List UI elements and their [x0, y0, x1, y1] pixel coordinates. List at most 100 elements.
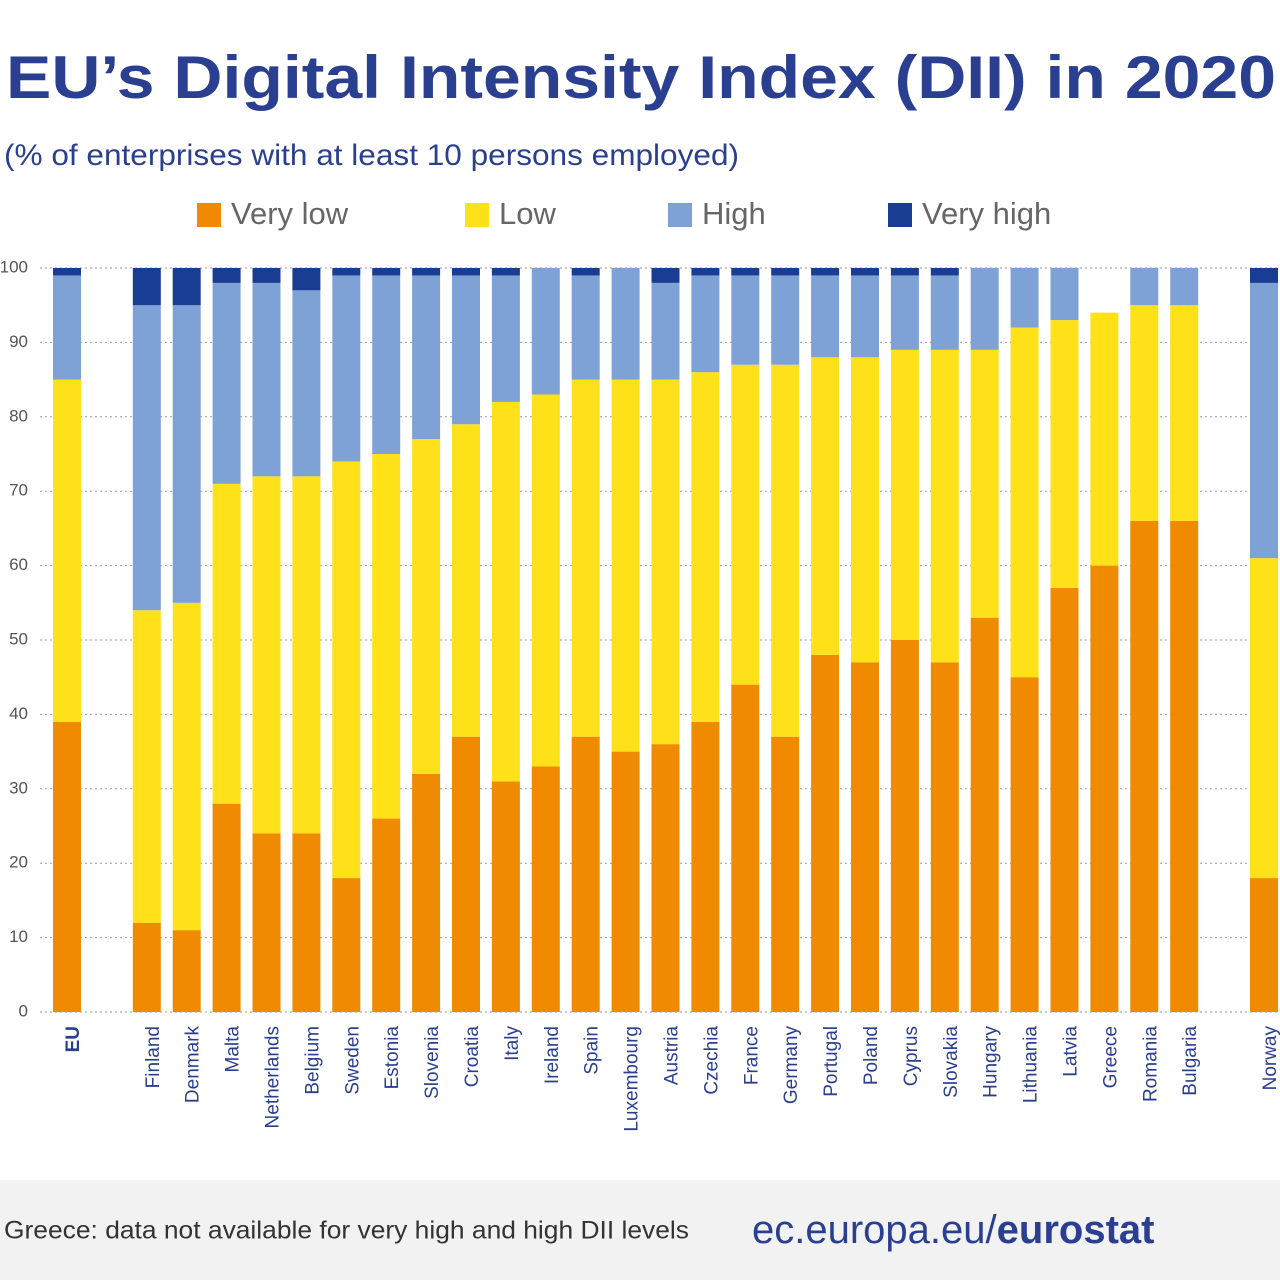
bar-segment: [1170, 520, 1199, 1012]
footer-band: [0, 1180, 1280, 1280]
bar-segment: [531, 394, 560, 767]
y-tick-label: 50: [9, 629, 28, 648]
bar-segment: [731, 364, 760, 685]
bar-segment: [771, 268, 800, 276]
x-tick-label: Denmark: [183, 1026, 204, 1104]
bar-segment: [252, 476, 281, 834]
bar-segment: [332, 461, 361, 879]
bar-segment: [851, 662, 879, 1012]
legend-swatch: [668, 203, 692, 227]
bar-segment: [611, 379, 640, 752]
bar-segment: [771, 364, 800, 737]
bar-segment: [212, 483, 241, 804]
bar-segment: [1010, 327, 1039, 678]
bar-segment: [491, 275, 520, 402]
bar-segment: [132, 922, 161, 1012]
bar-segment: [691, 372, 720, 722]
bar-segment: [611, 751, 640, 1012]
x-tick-label: Lithuania: [1021, 1026, 1042, 1104]
bar-segment: [252, 833, 281, 1012]
bar-segment: [1170, 268, 1199, 306]
x-tick-label: Slovakia: [941, 1026, 962, 1098]
bar-segment: [970, 268, 999, 350]
x-tick-label: Ireland: [542, 1026, 563, 1084]
bar-segment: [252, 282, 281, 477]
x-tick-label: Belgium: [302, 1026, 323, 1095]
legend-label: Very high: [922, 196, 1051, 231]
source-brand: eurostat: [997, 1208, 1155, 1252]
bar-segment: [1250, 558, 1278, 879]
x-tick-label: Italy: [502, 1026, 523, 1061]
x-tick-label: Netherlands: [263, 1026, 284, 1128]
y-tick-label: 0: [19, 1001, 28, 1020]
bar-segment: [212, 282, 241, 484]
x-tick-label: Romania: [1140, 1026, 1161, 1102]
bar-segment: [890, 349, 919, 640]
y-tick-label: 30: [9, 778, 28, 797]
y-tick-label: 10: [9, 927, 28, 946]
bar-segment: [930, 662, 959, 1012]
bar-segment: [1250, 268, 1278, 283]
bar-segment: [372, 818, 401, 1012]
footnote: Greece: data not available for very high…: [4, 1217, 689, 1245]
y-tick-label: 20: [9, 853, 28, 872]
bar-segment: [491, 268, 520, 276]
bar-segment: [452, 424, 480, 737]
bar-segment: [1130, 520, 1159, 1012]
bar-segment: [332, 878, 361, 1012]
bar-segment: [691, 721, 720, 1012]
bar-segment: [332, 268, 361, 276]
bar-segment: [172, 305, 201, 603]
x-tick-label: Hungary: [981, 1026, 1002, 1098]
x-tick-label: Croatia: [462, 1026, 483, 1088]
chart-title: EU’s Digital Intensity Index (DII) in 20…: [6, 44, 1276, 111]
bar-segment: [970, 617, 999, 1012]
bar-segment: [691, 275, 720, 373]
x-tick-label: France: [741, 1026, 762, 1085]
legend-label: Very low: [231, 196, 349, 231]
bar-segment: [412, 268, 441, 276]
bar-segment: [1170, 305, 1199, 521]
bar-segment: [292, 268, 321, 291]
bar-segment: [1010, 268, 1039, 328]
bar-segment: [851, 275, 879, 358]
bar-segment: [132, 610, 161, 923]
bar-segment: [851, 357, 879, 663]
bar-segment: [412, 773, 441, 1012]
bar-segment: [1010, 677, 1039, 1012]
bar-segment: [372, 268, 401, 276]
bar-segment: [731, 275, 760, 365]
bar-segment: [771, 275, 800, 365]
bar-segment: [212, 268, 241, 283]
bar-segment: [571, 379, 600, 737]
bar-segment: [890, 268, 919, 276]
bar-segment: [611, 268, 640, 380]
y-tick-label: 80: [9, 406, 28, 425]
legend-swatch: [465, 203, 489, 227]
bar-segment: [172, 268, 201, 306]
bar-segment: [731, 684, 760, 1012]
bar-segment: [531, 766, 560, 1012]
bar-segment: [651, 268, 680, 283]
bar-segment: [53, 379, 81, 722]
y-tick-label: 40: [9, 704, 28, 723]
x-tick-label: Malta: [223, 1026, 244, 1073]
bar-segment: [651, 282, 680, 380]
bar-segment: [452, 736, 480, 1012]
bar-segment: [811, 654, 840, 1012]
bar-segment: [731, 268, 760, 276]
bar-segment: [1250, 878, 1278, 1012]
x-tick-label: Austria: [662, 1026, 683, 1086]
x-tick-label: Norway: [1260, 1026, 1280, 1091]
bar-segment: [372, 454, 401, 819]
bar-segment: [412, 275, 441, 440]
bar-segment: [930, 349, 959, 663]
chart-subtitle: (% of enterprises with at least 10 perso…: [4, 139, 739, 172]
source: ec.europa.eu/eurostat: [752, 1208, 1154, 1252]
x-tick-label: Czechia: [701, 1026, 722, 1095]
bar-segment: [571, 268, 600, 276]
source-domain: ec.europa.eu/: [752, 1208, 998, 1252]
bar-segment: [970, 349, 999, 618]
bar-segment: [452, 275, 480, 425]
